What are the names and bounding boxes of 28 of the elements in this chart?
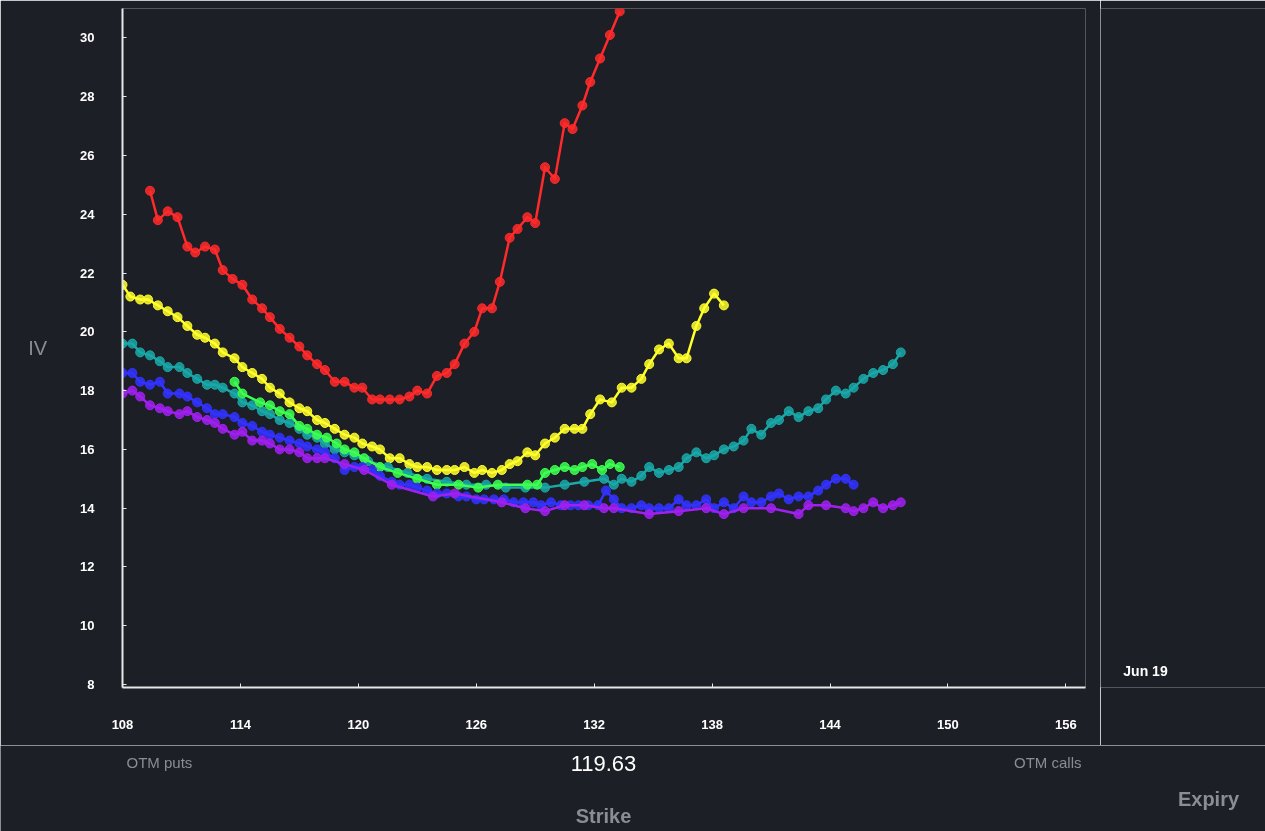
text: 119.63 <box>570 751 637 776</box>
x-tick-label: 108 <box>111 716 134 732</box>
text: Jun 19 <box>1123 663 1168 680</box>
y-tick-label: 10 <box>80 618 95 634</box>
y-tick-label: 24 <box>80 206 96 222</box>
y-tick-label: 22 <box>80 265 95 281</box>
x-tick-label: 150 <box>937 716 959 732</box>
x-tick-label: 132 <box>583 716 606 732</box>
y-tick-label: 18 <box>80 383 95 399</box>
text: OTM calls <box>1014 754 1082 771</box>
y-tick-label: 12 <box>80 559 95 575</box>
y-tick-label: 16 <box>80 441 95 457</box>
y-tick-label: 14 <box>80 500 96 516</box>
y-tick-label: 30 <box>80 30 95 46</box>
y-tick-label: 26 <box>80 147 95 163</box>
y-tick-label: 8 <box>87 677 95 693</box>
x-tick-label: 156 <box>1055 716 1077 732</box>
text: OTM puts <box>126 754 193 771</box>
x-tick-label: 144 <box>819 716 842 732</box>
y-tick-label: 20 <box>80 324 95 340</box>
y-tick-label: 28 <box>80 89 95 105</box>
x-tick-label: 126 <box>465 716 488 732</box>
text: Expiry <box>1177 787 1240 810</box>
x-tick-label: 138 <box>701 716 723 732</box>
x-tick-label: 114 <box>229 716 252 732</box>
x-tick-label: 120 <box>347 716 370 732</box>
x-axis-title: Strike <box>575 804 632 827</box>
y-axis-title: IV <box>28 337 48 359</box>
